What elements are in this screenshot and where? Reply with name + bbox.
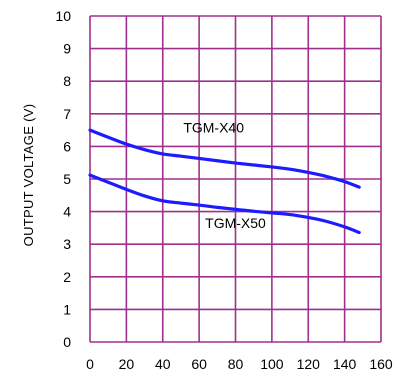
x-tick-label: 140 bbox=[333, 356, 357, 371]
x-tick-label: 20 bbox=[119, 356, 135, 371]
series-line-tgm-x40 bbox=[88, 128, 361, 189]
x-tick-label: 0 bbox=[86, 356, 94, 371]
x-tick-label: 160 bbox=[369, 356, 393, 371]
series-label-tgm-x50: TGM-X50 bbox=[205, 215, 266, 231]
y-tick-label: 0 bbox=[63, 334, 71, 350]
y-axis-title: OUTPUT VOLTAGE (V) bbox=[21, 104, 36, 247]
chart-series bbox=[88, 128, 361, 235]
chart-grid bbox=[89, 15, 382, 343]
x-tick-label: 100 bbox=[260, 356, 284, 371]
series-label-tgm-x40: TGM-X40 bbox=[183, 120, 244, 136]
y-tick-label: 9 bbox=[63, 41, 71, 57]
x-tick-label: 60 bbox=[191, 356, 207, 371]
x-axis-ticks: 0 20 40 60 80 100 120 140 160 bbox=[86, 356, 393, 371]
y-tick-label: 7 bbox=[63, 106, 71, 122]
y-tick-label: 2 bbox=[63, 269, 71, 285]
y-tick-label: 4 bbox=[63, 204, 71, 220]
series-labels: TGM-X40 TGM-X50 bbox=[183, 120, 266, 231]
y-tick-label: 10 bbox=[55, 8, 71, 24]
x-tick-label: 80 bbox=[228, 356, 244, 371]
y-tick-label: 3 bbox=[63, 236, 71, 252]
y-tick-label: 1 bbox=[63, 301, 71, 317]
y-tick-label: 6 bbox=[63, 138, 71, 154]
x-tick-label: 40 bbox=[155, 356, 171, 371]
series-line-tgm-x50 bbox=[88, 173, 361, 235]
y-axis-ticks: 0 1 2 3 4 5 6 7 8 9 10 bbox=[55, 8, 71, 350]
y-tick-label: 8 bbox=[63, 73, 71, 89]
x-tick-label: 120 bbox=[297, 356, 321, 371]
y-tick-label: 5 bbox=[63, 171, 71, 187]
